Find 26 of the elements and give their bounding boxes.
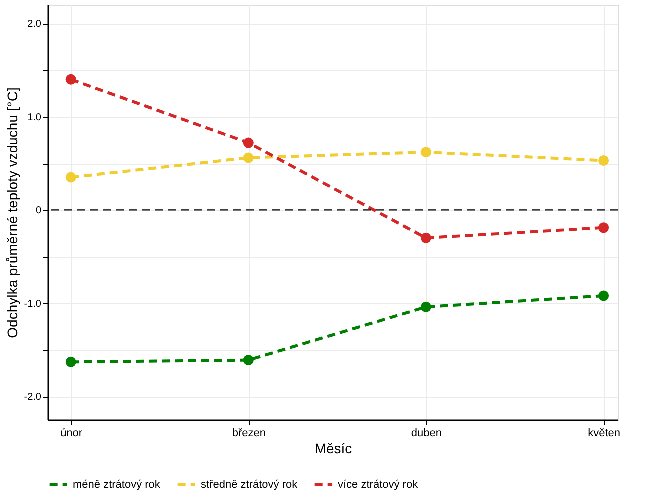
point bbox=[243, 355, 254, 366]
x-tick-label: květen bbox=[588, 428, 621, 440]
point bbox=[243, 152, 254, 164]
x-axis-title: Měsíc bbox=[314, 440, 352, 456]
point bbox=[420, 147, 432, 158]
point bbox=[420, 232, 432, 244]
point bbox=[598, 156, 610, 166]
point bbox=[66, 172, 76, 183]
x-tick-label: únor bbox=[60, 428, 83, 440]
x-tick-label: březen bbox=[232, 428, 266, 440]
y-tick-label: 1.0 bbox=[28, 112, 42, 124]
point bbox=[66, 356, 76, 368]
y-tick-label: 2.0 bbox=[28, 19, 42, 30]
legend-label: více ztrátový rok bbox=[338, 478, 419, 491]
y-tick-label: 0 bbox=[36, 206, 42, 217]
x-tick-label: duben bbox=[411, 428, 442, 440]
legend-label: středně ztrátový rok bbox=[201, 478, 298, 491]
point bbox=[598, 290, 610, 302]
y-tick-label: -1.0 bbox=[24, 298, 42, 310]
legend-label: méně ztrátový rok bbox=[73, 478, 161, 491]
point bbox=[420, 302, 432, 312]
y-axis-title: Odchylka průměrné teploty vzduchu [°C] bbox=[4, 88, 20, 338]
point bbox=[243, 138, 254, 148]
point bbox=[598, 222, 610, 234]
point bbox=[66, 74, 76, 85]
y-tick-label: -2.0 bbox=[24, 392, 42, 404]
